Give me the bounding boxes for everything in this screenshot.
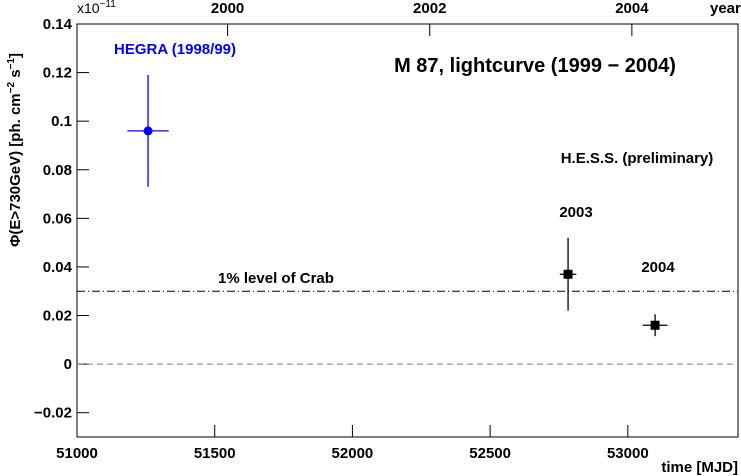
x-tick-label: 51500: [194, 445, 236, 462]
x-tick-label: 52500: [469, 445, 511, 462]
y-label-part: Φ(E>730GeV) [ph. cm: [7, 93, 24, 247]
y-tick-label: 0: [64, 356, 72, 373]
x-axis-label: time [MJD]: [661, 459, 738, 476]
y-tick-label: 0.02: [43, 308, 72, 325]
data-point: [563, 269, 573, 279]
reference-label: 1% level of Crab: [218, 270, 334, 287]
y-label-part: ]: [7, 53, 24, 58]
y-tick-label: 0.14: [43, 16, 73, 33]
x-tick-label: 51000: [56, 445, 98, 462]
y-exponent: x10−11: [77, 0, 116, 16]
x2-tick-label: 2002: [413, 0, 446, 17]
x-tick-label: 53000: [607, 445, 649, 462]
point-label: 2003: [559, 204, 592, 221]
data-point: [650, 320, 660, 330]
y-tick-label: 0.06: [43, 210, 72, 227]
x2-tick-label: 2004: [615, 0, 649, 17]
exponent-power: −11: [100, 0, 117, 10]
point-label: 2004: [641, 259, 675, 276]
y-label-part: −1: [6, 58, 17, 70]
y-tick-label: 0.1: [51, 113, 72, 130]
y-tick-label: 0.08: [43, 162, 72, 179]
y-tick-label: 0.04: [43, 259, 73, 276]
x2-tick-label: 2000: [211, 0, 244, 17]
series-label: HEGRA (1998/99): [114, 41, 236, 58]
plot-frame: [76, 23, 739, 438]
exponent-base: x10: [77, 0, 100, 16]
y-axis-label: Φ(E>730GeV) [ph. cm−2 s−1]: [6, 53, 24, 247]
y-tick-label: −0.02: [34, 405, 72, 422]
series-label: H.E.S.S. (preliminary): [561, 150, 714, 167]
y-tick-label: 0.12: [43, 65, 72, 82]
y-label-part: s: [7, 69, 24, 82]
data-point: [143, 126, 153, 136]
chart-title: M 87, lightcurve (1999 − 2004): [394, 55, 676, 77]
y-label-part: −2: [6, 82, 17, 94]
x-tick-label: 52000: [332, 445, 374, 462]
x2-axis-label: year: [710, 0, 741, 17]
